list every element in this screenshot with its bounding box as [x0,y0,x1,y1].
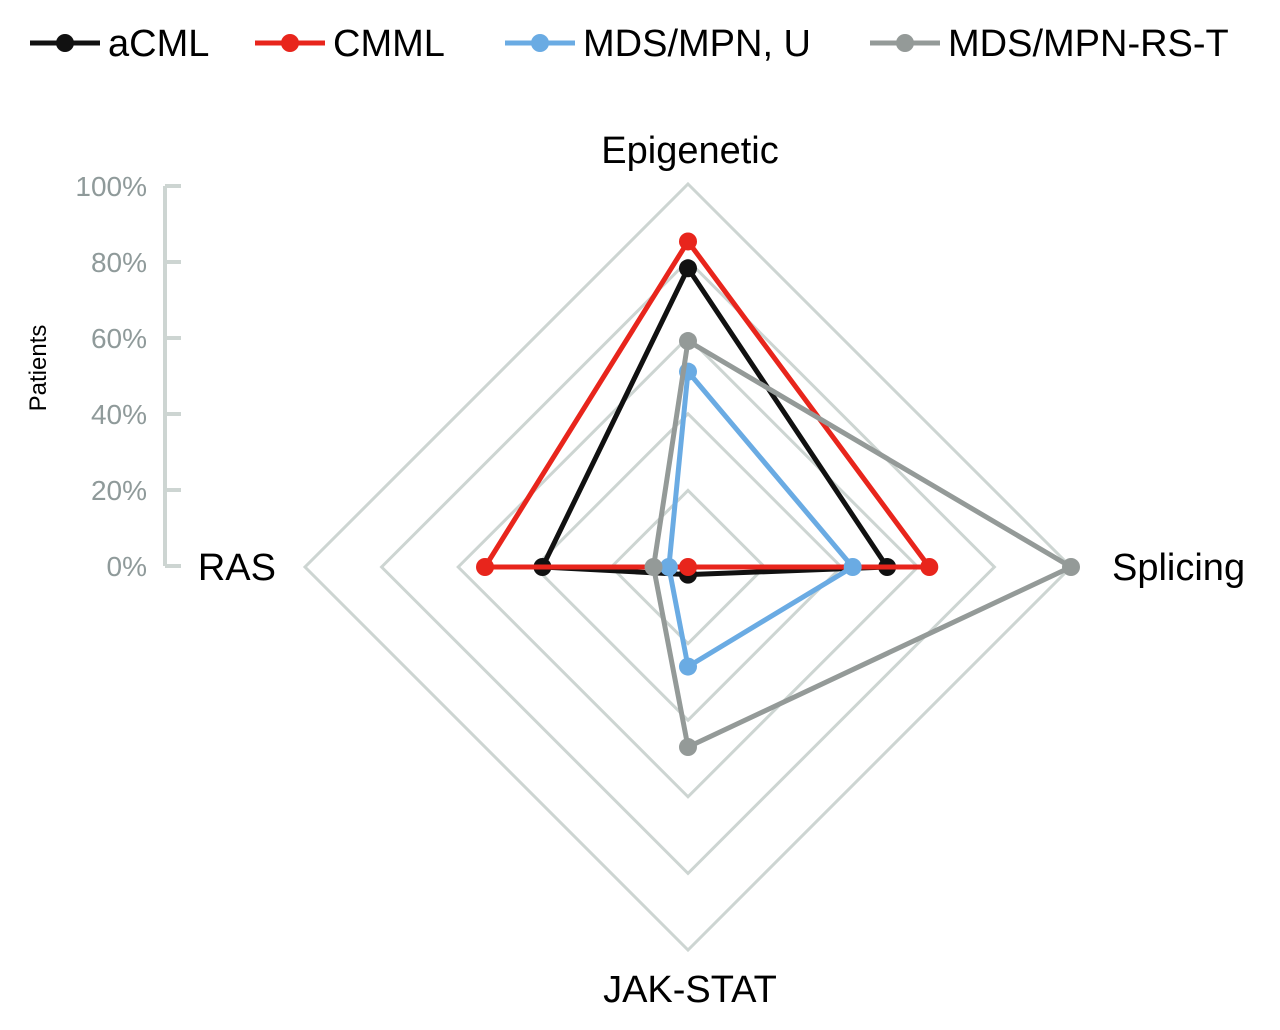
axis-label-epigenetic: Epigenetic [601,130,778,172]
tick-label: 40% [91,399,147,430]
legend-label: aCML [108,23,209,65]
tick-label: 80% [91,247,147,278]
series-mds-mpn-rs-t [644,332,1080,757]
legend-item-mds-mpn-u: MDS/MPN, U [505,23,811,65]
legend-item-mds-mpn-rs-t: MDS/MPN-RS-T [870,23,1229,65]
series-cmml [476,232,939,576]
legend-label: MDS/MPN-RS-T [948,23,1229,65]
tick-label: 60% [91,323,147,354]
legend-swatch-marker [281,34,299,52]
legend-label: CMML [333,23,445,65]
legend: aCML CMML MDS/MPN, U MDS/MPN-RS-T [30,23,1229,65]
axis-label-ras: RAS [198,547,276,589]
point-mds-mpn-rs-t-ras [644,558,663,576]
series-acml [533,259,897,584]
tick-label: 0% [107,551,147,582]
legend-swatch-marker [531,34,549,52]
axis-label-splicing: Splicing [1112,547,1245,589]
point-mds-mpn-rs-t-splicing [1062,558,1080,576]
radial-scale: 0% 20% 40% 60% 80% 100% [75,171,181,582]
point-cmml-jak-stat [679,558,697,576]
grid-ring-2 [532,411,844,723]
series-line-acml [539,265,890,578]
axis-label-jak-stat: JAK-STAT [603,969,777,1011]
point-cmml-epigenetic [679,232,697,251]
grid-ring-4 [379,258,997,876]
axis-labels: Epigenetic Splicing JAK-STAT RAS [198,130,1245,1011]
point-mds-mpn-u-jak-stat [679,657,697,676]
legend-label: MDS/MPN, U [583,23,811,65]
tick-label: 100% [75,171,147,202]
legend-swatch-marker [896,34,914,52]
legend-swatch-marker [56,34,74,52]
series-line-cmml [482,238,932,570]
radar-grid [302,181,1074,953]
series-line-mds-mpn-u [666,369,856,670]
point-mds-mpn-rs-t-epigenetic [679,332,697,351]
point-mds-mpn-rs-t-jak-stat [679,738,697,757]
point-mds-mpn-u-splicing [843,558,862,576]
legend-item-acml: aCML [30,23,209,65]
grid-ring-1 [609,488,767,646]
point-cmml-ras [476,558,495,576]
point-mds-mpn-u-ras [659,558,678,576]
point-acml-epigenetic [679,259,697,278]
legend-item-cmml: CMML [255,23,445,65]
series-layer [476,232,1080,757]
point-cmml-splicing [920,558,939,576]
y-axis-label: Patients [25,325,52,412]
grid-ring-5 [302,181,1074,953]
tick-label: 20% [91,475,147,506]
